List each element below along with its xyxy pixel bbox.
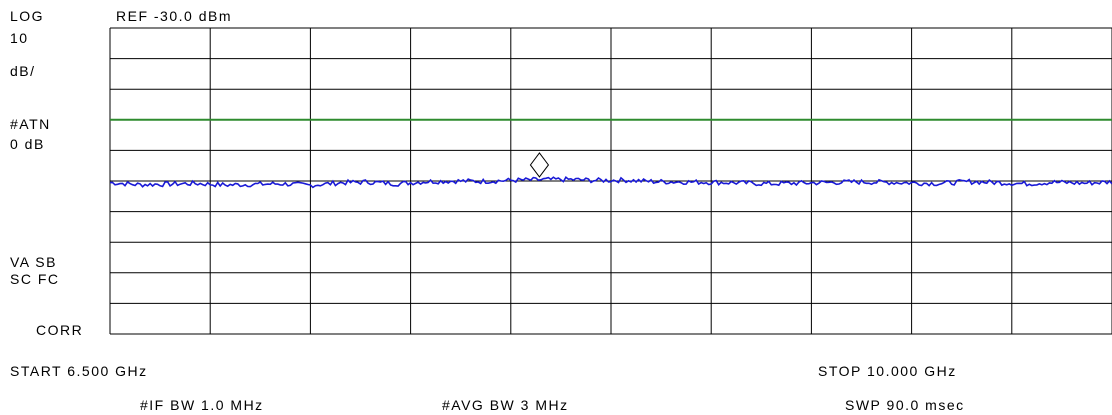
scale-unit-label: dB/ — [10, 63, 36, 79]
stop-frequency: STOP 10.000 GHz — [818, 363, 957, 379]
scale-mode-label: LOG — [10, 8, 45, 24]
sweep-time: SWP 90.0 msec — [845, 397, 965, 413]
atten-value-label: 0 dB — [10, 136, 45, 152]
trace-line — [109, 175, 1112, 189]
avg-bandwidth: #AVG BW 3 MHz — [442, 397, 569, 413]
corr-label: CORR — [36, 322, 84, 338]
start-frequency: START 6.500 GHz — [10, 363, 148, 379]
scale-value-label: 10 — [10, 30, 29, 46]
status-line-2: SC FC — [10, 271, 60, 287]
ref-level-label: REF -30.0 dBm — [116, 8, 232, 24]
if-bandwidth: #IF BW 1.0 MHz — [140, 397, 264, 413]
status-line-1: VA SB — [10, 254, 57, 270]
atten-label: #ATN — [10, 116, 51, 132]
marker-diamond[interactable] — [529, 152, 550, 178]
